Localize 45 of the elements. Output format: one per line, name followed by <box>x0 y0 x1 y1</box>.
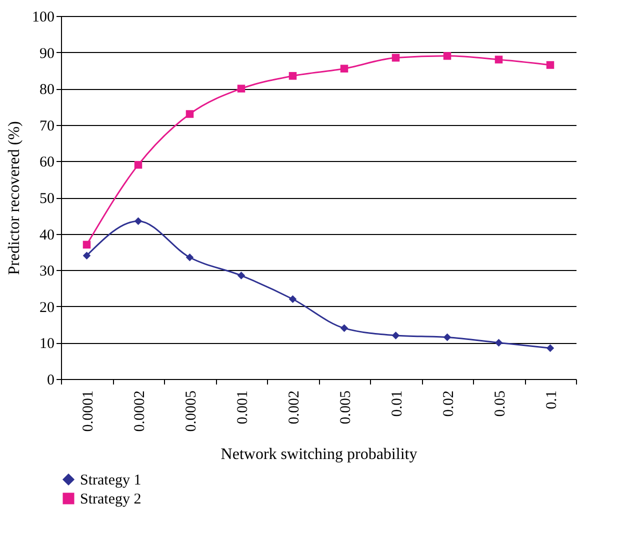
point <box>288 295 297 304</box>
point <box>237 272 246 280</box>
legend-label: Strategy 1 <box>80 472 142 488</box>
point <box>82 252 91 260</box>
x-tick-label: 0.002 <box>286 390 302 424</box>
point <box>443 52 452 60</box>
point <box>134 217 142 225</box>
point <box>392 332 400 340</box>
point <box>186 110 194 118</box>
y-tick-label: 20 <box>40 300 54 316</box>
point <box>186 254 194 262</box>
x-tick-label: 0.0002 <box>132 390 148 432</box>
y-tick-label: 90 <box>40 46 54 62</box>
x-tick-label: 0.0005 <box>183 390 200 432</box>
x-axis-title: Network switching probability <box>220 446 418 463</box>
x-tick-label: 0.005 <box>338 390 354 424</box>
point <box>82 240 91 249</box>
point <box>546 61 554 69</box>
point <box>340 324 348 332</box>
point <box>392 54 400 62</box>
point <box>494 56 503 64</box>
y-axis-title: Predictor recovered (%) <box>6 121 23 275</box>
y-tick-label: 10 <box>40 336 54 352</box>
point <box>546 344 554 352</box>
y-tick-label: 60 <box>40 154 54 171</box>
y-tick-label: 80 <box>40 82 54 98</box>
point <box>443 333 452 342</box>
y-tick-label: 50 <box>40 191 54 207</box>
y-tick-label: 100 <box>32 10 54 26</box>
x-tick-label: 0.01 <box>389 390 406 417</box>
point <box>134 160 142 169</box>
point <box>237 84 246 92</box>
x-tick-label: 0.001 <box>234 390 251 424</box>
y-tick-label: 0 <box>47 372 54 388</box>
point <box>340 64 348 73</box>
y-tick-label: 40 <box>40 227 54 244</box>
y-tick-label: 30 <box>40 264 54 280</box>
x-tick-label: 0.05 <box>492 390 508 417</box>
legend-label: Strategy 2 <box>80 492 142 508</box>
point <box>288 72 297 80</box>
x-tick-label: 0.1 <box>544 390 560 410</box>
x-tick-label: 0.02 <box>440 390 457 417</box>
point <box>494 338 503 347</box>
y-tick-label: 70 <box>40 118 54 134</box>
x-tick-label: 0.0001 <box>80 390 96 432</box>
